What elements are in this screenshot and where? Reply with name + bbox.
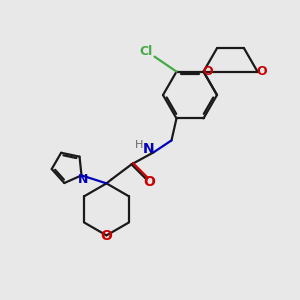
- Text: N: N: [143, 142, 154, 156]
- Text: Cl: Cl: [140, 45, 153, 58]
- Text: O: O: [144, 176, 155, 189]
- Text: O: O: [100, 230, 112, 243]
- Text: O: O: [256, 65, 267, 78]
- Text: H: H: [135, 140, 144, 150]
- Text: N: N: [78, 173, 89, 186]
- Text: O: O: [202, 65, 213, 78]
